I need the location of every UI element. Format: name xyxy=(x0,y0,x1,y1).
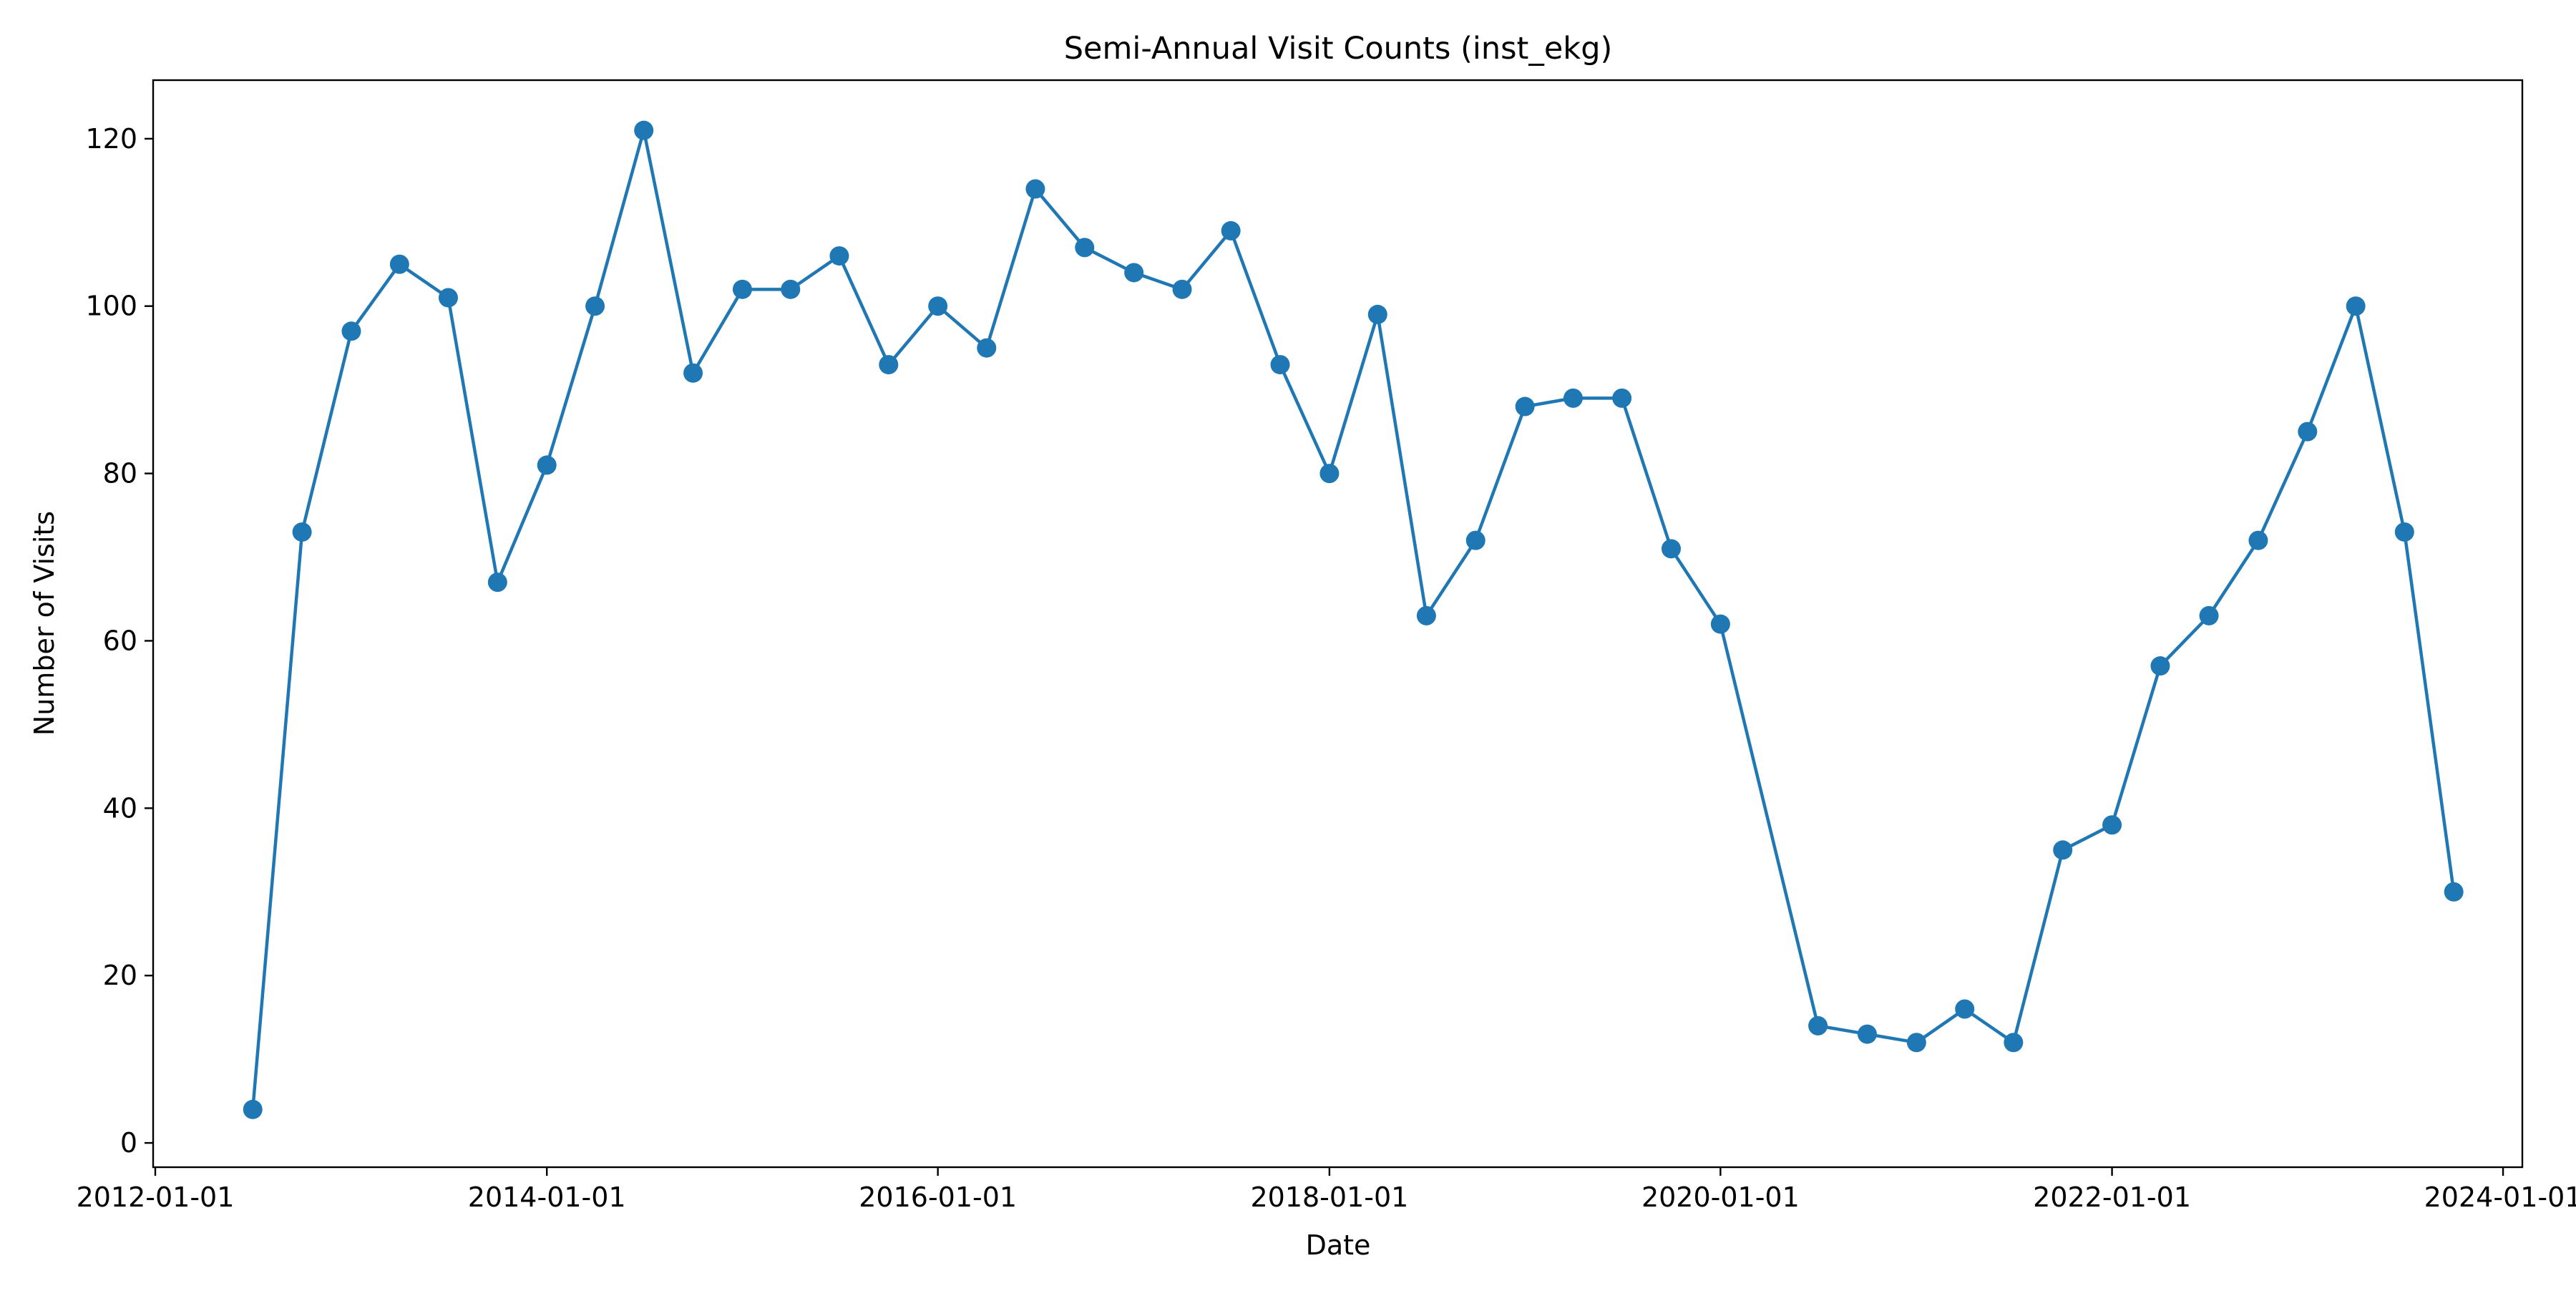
data-point xyxy=(1612,388,1632,408)
data-point xyxy=(438,288,458,308)
x-tick-label: 2020-01-01 xyxy=(1641,1182,1800,1213)
data-point xyxy=(1367,304,1387,324)
data-point xyxy=(928,296,948,316)
data-point xyxy=(1416,605,1436,625)
data-point xyxy=(487,573,507,593)
data-point xyxy=(1465,530,1485,550)
data-point xyxy=(537,455,557,475)
y-tick-label: 100 xyxy=(85,291,137,322)
data-point xyxy=(1662,539,1681,559)
data-point xyxy=(1221,220,1241,240)
x-tick-label: 2012-01-01 xyxy=(77,1182,235,1213)
data-point xyxy=(1563,388,1583,408)
data-point xyxy=(243,1099,263,1119)
y-tick-label: 40 xyxy=(103,792,137,824)
x-tick-label: 2022-01-01 xyxy=(2033,1182,2191,1213)
data-point xyxy=(1172,279,1192,299)
data-point xyxy=(1075,238,1095,258)
data-point xyxy=(341,321,361,341)
data-point xyxy=(1906,1033,1926,1053)
x-tick-label: 2016-01-01 xyxy=(859,1182,1017,1213)
chart-title: Semi-Annual Visit Counts (inst_ekg) xyxy=(1064,31,1613,67)
data-point xyxy=(732,279,752,299)
data-point xyxy=(781,279,801,299)
data-point xyxy=(1857,1024,1877,1044)
data-point xyxy=(1955,999,1975,1019)
y-tick-label: 120 xyxy=(85,123,137,155)
y-axis-label: Number of Visits xyxy=(29,511,60,736)
y-tick-label: 20 xyxy=(103,960,137,991)
x-axis-label: Date xyxy=(1306,1229,1371,1261)
data-point xyxy=(683,363,703,383)
data-point xyxy=(634,120,654,140)
data-point xyxy=(2346,296,2366,316)
data-point xyxy=(977,338,997,358)
data-point xyxy=(1270,355,1290,375)
x-tick-label: 2024-01-01 xyxy=(2424,1182,2576,1213)
x-tick-label: 2014-01-01 xyxy=(468,1182,626,1213)
x-tick-label: 2018-01-01 xyxy=(1250,1182,1408,1213)
data-point xyxy=(1025,179,1045,199)
data-point xyxy=(2102,815,2122,835)
plot-area xyxy=(243,120,2464,1119)
data-point xyxy=(1124,263,1144,283)
data-point xyxy=(2053,840,2073,860)
data-point xyxy=(585,296,605,316)
data-point xyxy=(1710,614,1730,634)
data-point xyxy=(2199,605,2219,625)
y-tick-label: 80 xyxy=(103,458,137,489)
data-point xyxy=(2004,1033,2024,1053)
plot-frame xyxy=(152,79,2524,1169)
data-point xyxy=(2248,530,2268,550)
data-point xyxy=(292,522,312,542)
data-point xyxy=(1515,396,1535,416)
y-tick-label: 0 xyxy=(120,1127,137,1159)
data-point xyxy=(879,355,899,375)
data-point xyxy=(1808,1015,1828,1036)
data-point xyxy=(2298,422,2318,442)
y-tick-label: 60 xyxy=(103,625,137,656)
data-point xyxy=(1319,464,1340,484)
data-point xyxy=(829,246,849,266)
data-point xyxy=(2150,656,2170,676)
data-point xyxy=(389,254,409,274)
data-point xyxy=(2444,882,2464,902)
axis-ticks: 2012-01-01 2014-01-01 2016-01-01 2018-01-01… xyxy=(77,123,2576,1213)
data-point xyxy=(2394,522,2414,542)
